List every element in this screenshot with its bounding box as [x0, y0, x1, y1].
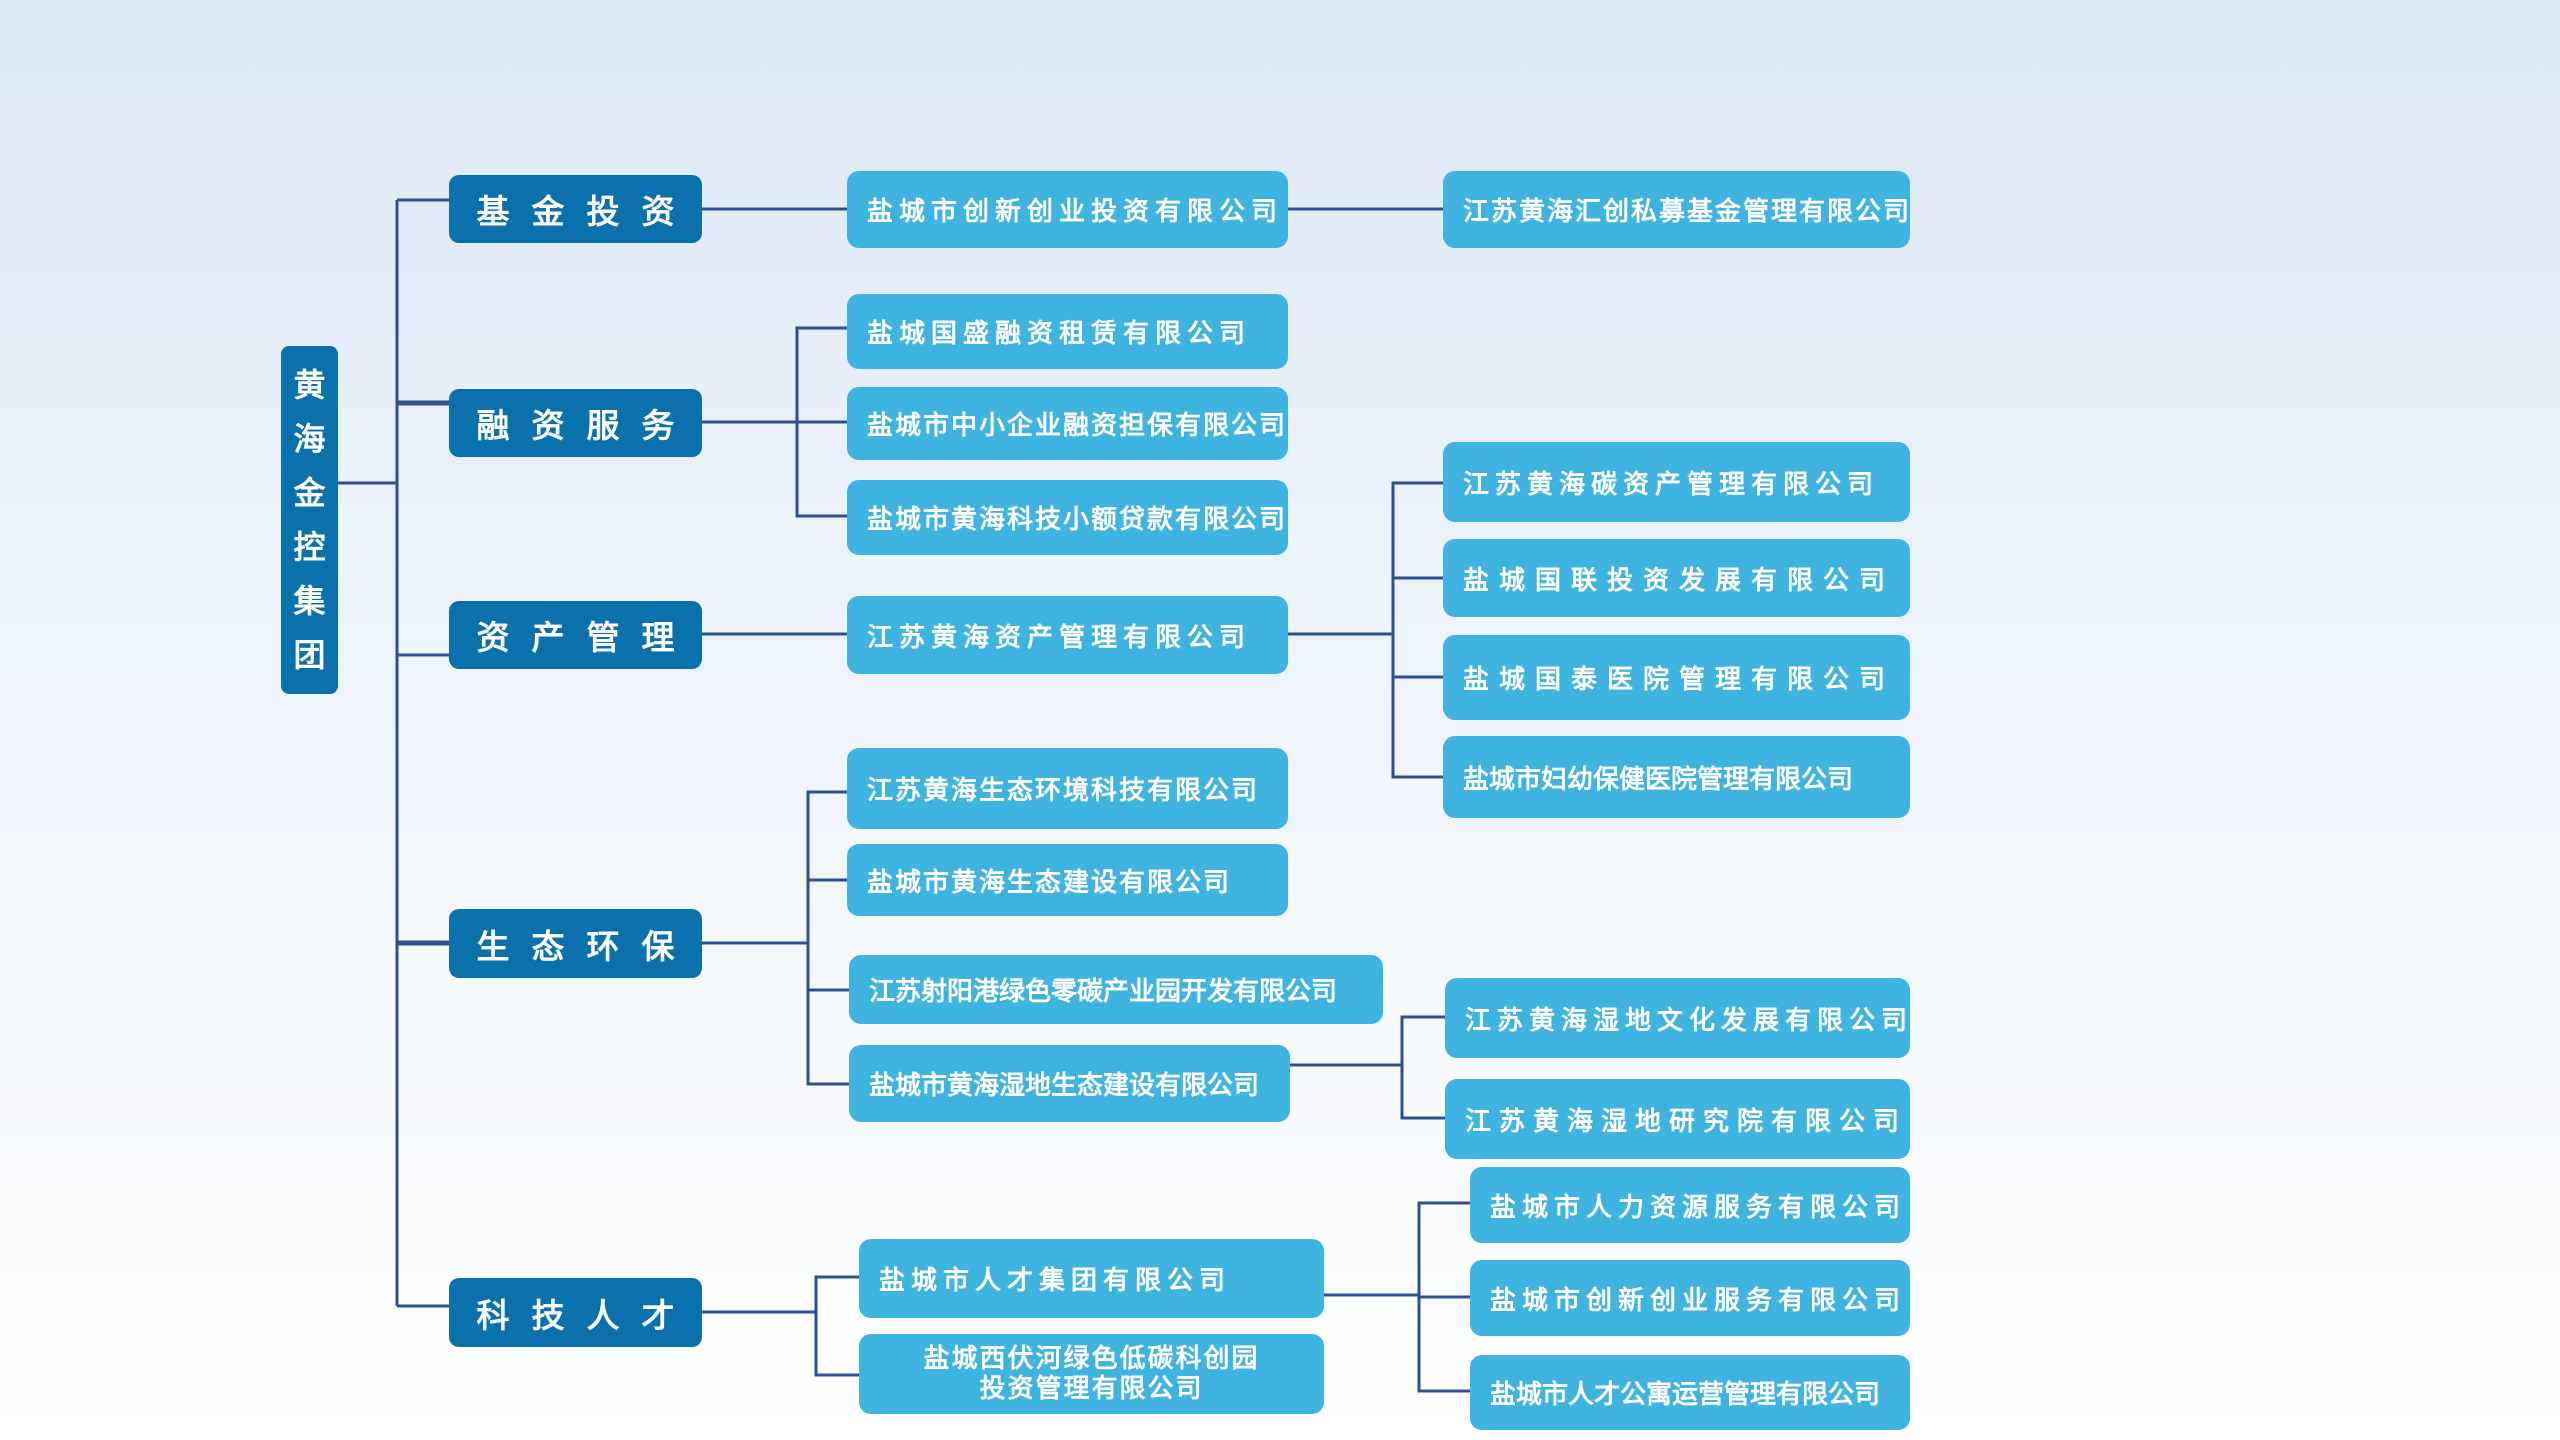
root-char: 集 — [293, 582, 326, 620]
root-char: 金 — [293, 474, 326, 512]
root-node: 黄 海 金 控 集 团 — [281, 346, 338, 694]
company-node: 盐城国泰医院管理有限公司 — [1443, 635, 1910, 720]
company-name-line: 投资管理有限公司 — [979, 1374, 1204, 1404]
company-node: 盐城市人才集团有限公司 — [859, 1239, 1324, 1318]
company-node: 盐城市创新创业投资有限公司 — [847, 171, 1288, 248]
company-node: 江苏黄海汇创私募基金管理有限公司 — [1443, 171, 1910, 248]
company-node: 盐城市人力资源服务有限公司 — [1470, 1167, 1910, 1243]
company-node: 江苏射阳港绿色零碳产业园开发有限公司 — [849, 955, 1383, 1024]
company-node: 盐城国联投资发展有限公司 — [1443, 539, 1910, 617]
segment-tech-talent: 科技人才 — [449, 1278, 702, 1347]
root-char: 团 — [293, 636, 326, 674]
company-node: 江苏黄海生态环境科技有限公司 — [847, 748, 1288, 829]
company-node: 江苏黄海碳资产管理有限公司 — [1443, 442, 1910, 522]
company-node: 江苏黄海资产管理有限公司 — [847, 596, 1288, 674]
company-node: 盐城国盛融资租赁有限公司 — [847, 294, 1288, 369]
company-node: 盐城西伏河绿色低碳科创园 投资管理有限公司 — [859, 1334, 1324, 1414]
segment-fund-investment: 基金投资 — [449, 175, 702, 243]
company-node: 盐城市中小企业融资担保有限公司 — [847, 387, 1288, 460]
segment-eco-environment: 生态环保 — [449, 909, 702, 978]
company-node: 盐城市黄海生态建设有限公司 — [847, 844, 1288, 916]
company-node: 盐城市黄海湿地生态建设有限公司 — [849, 1045, 1290, 1122]
company-node: 盐城市创新创业服务有限公司 — [1470, 1260, 1910, 1336]
company-node: 江苏黄海湿地文化发展有限公司 — [1445, 978, 1910, 1058]
company-node: 江苏黄海湿地研究院有限公司 — [1445, 1079, 1910, 1159]
segment-financing-services: 融资服务 — [449, 389, 702, 457]
root-char: 黄 — [293, 366, 326, 404]
root-char: 控 — [293, 528, 326, 566]
root-char: 海 — [293, 420, 326, 458]
company-node: 盐城市妇幼保健医院管理有限公司 — [1443, 736, 1910, 818]
segment-asset-management: 资产管理 — [449, 601, 702, 669]
company-name-line: 盐城西伏河绿色低碳科创园 — [923, 1344, 1260, 1374]
company-node: 盐城市人才公寓运营管理有限公司 — [1470, 1355, 1910, 1430]
company-node: 盐城市黄海科技小额贷款有限公司 — [847, 480, 1288, 555]
